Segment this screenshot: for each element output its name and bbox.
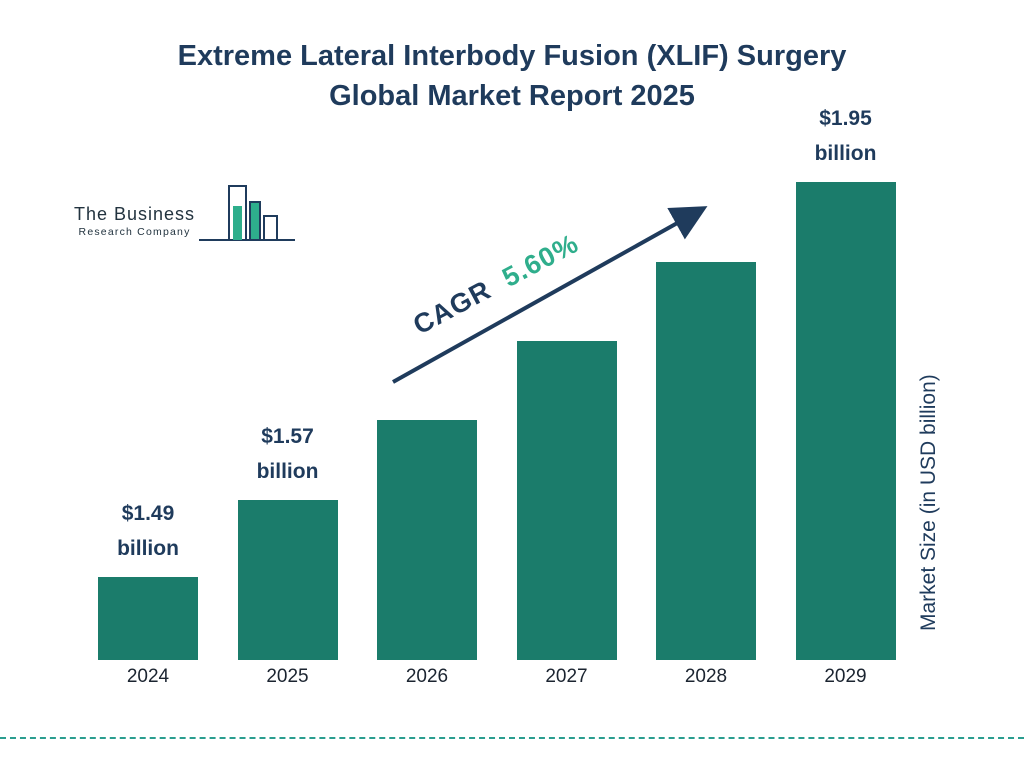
bar-value-label-2024: $1.49 billion bbox=[117, 501, 179, 561]
bar-2029 bbox=[795, 182, 896, 660]
x-axis-label-2028: 2028 bbox=[684, 666, 728, 687]
company-logo-text: The Business Research Company bbox=[74, 204, 195, 238]
x-axis-label-2027: 2027 bbox=[545, 666, 588, 687]
chart-title-line2: Global Market Report 2025 bbox=[329, 80, 695, 113]
chart-title-line1: Extreme Lateral Interbody Fusion (XLIF) … bbox=[177, 40, 847, 72]
logo-name: The Business bbox=[74, 204, 196, 224]
chart-title: Extreme Lateral Interbody Fusion (XLIF) … bbox=[0, 36, 1024, 116]
y-axis-title: Market Size (in USD billion) bbox=[917, 374, 940, 632]
bar-2027 bbox=[516, 341, 617, 660]
baseline-dashed-line bbox=[0, 737, 1024, 739]
bar-value-label-2025: $1.57 billion bbox=[256, 424, 319, 484]
logo-bar-chart-icon bbox=[193, 182, 299, 253]
x-axis-label-2025: 2025 bbox=[266, 666, 309, 687]
bar-value-label-2029: $1.95 billion bbox=[814, 106, 877, 166]
logo-subname: Research Company bbox=[78, 226, 191, 238]
x-axis-label-2024: 2024 bbox=[126, 666, 170, 687]
company-logo: The Business Research Company bbox=[74, 182, 299, 253]
bar-2026 bbox=[377, 420, 477, 660]
bar-2028 bbox=[656, 262, 756, 660]
x-axis-label-2026: 2026 bbox=[405, 666, 449, 687]
cagr-arrow bbox=[392, 206, 708, 384]
bar-2025 bbox=[237, 500, 338, 660]
bar-2024 bbox=[98, 577, 198, 660]
x-axis-label-2029: 2029 bbox=[824, 666, 867, 687]
